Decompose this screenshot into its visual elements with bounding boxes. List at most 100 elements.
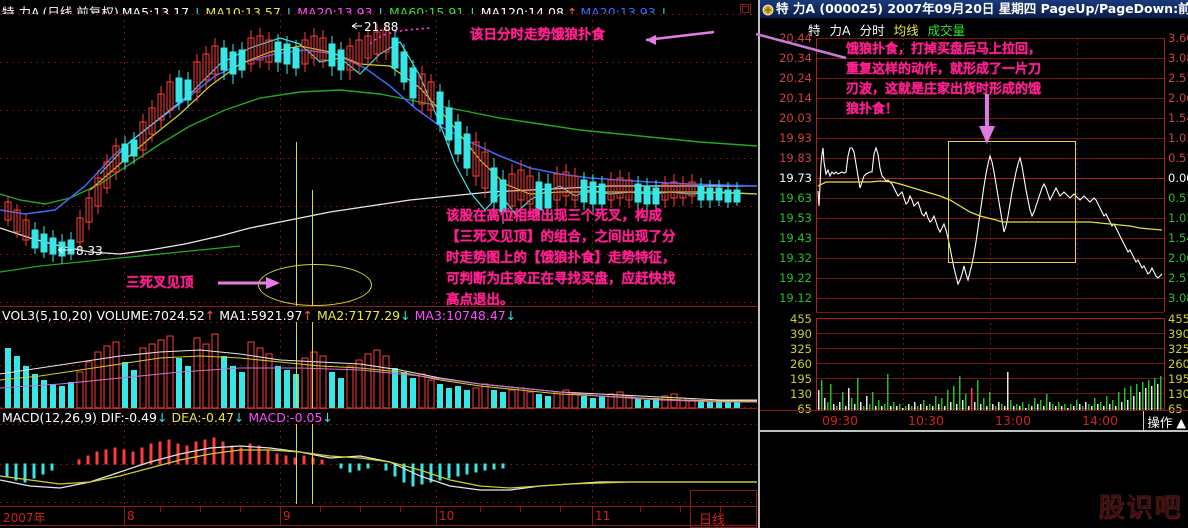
macd-pane[interactable]: [0, 424, 757, 504]
macd-value: MACD:-0.05: [248, 410, 323, 425]
intraday-price-line: [817, 146, 1163, 286]
annotation-line-4: 可判断为庄家正在寻找买盘，应赶快找: [446, 271, 676, 287]
ytick-vol-r-6: 65: [1168, 402, 1183, 416]
ytick-price-5: 19.93: [779, 131, 812, 145]
axis-tick-8: 8: [127, 509, 135, 523]
volume-cursor-line-2: [312, 322, 313, 408]
ma60-arrow-icon: ↓: [467, 5, 478, 20]
cursor-line-2: [312, 190, 313, 306]
ytick-pct-6: 0.51%: [1168, 151, 1188, 165]
ytick-pct-3: 2.06%: [1168, 91, 1188, 105]
macd-dea-arrow-icon: ↓: [233, 410, 245, 425]
ytick-vol-5: 130: [790, 387, 812, 401]
intraday-volume-chart[interactable]: 455 390 325 260 195 130 65 455 390 325 2…: [760, 312, 1188, 422]
vol-value: VOLUME:7024.52: [96, 308, 205, 323]
time-tick-0: 09:30: [822, 413, 859, 428]
macd-cursor-line-2: [312, 424, 313, 504]
intraday-price-chart[interactable]: 20.44 20.34 20.24 20.14 20.03 19.93 19.8…: [755, 31, 1188, 318]
vol-ma1-arrow-icon: ↑: [302, 308, 313, 323]
intraday-volume-bars: [818, 372, 1162, 410]
ytick-price-2: 20.24: [779, 71, 812, 85]
axis-tick-9: 9: [283, 509, 291, 523]
price-callout-low: 8.33: [76, 244, 103, 258]
macd-title: MACD(12,26,9): [2, 410, 97, 425]
annotation-ellipse-arrow-icon: [218, 277, 280, 289]
ytick-pct-8: 0.51%: [1168, 191, 1188, 205]
ytick-price-11: 19.32: [779, 251, 812, 265]
ytick-vol-r-1: 390: [1168, 327, 1188, 341]
intraday-panel[interactable]: 特 力A (000025) 2007年09月20日 星期四 PageUp/Pag…: [755, 0, 1188, 528]
axis-tick-2007: 2007年: [3, 511, 46, 525]
macd-arrow-icon: ↓: [322, 410, 333, 425]
ytick-price-9: 19.53: [779, 211, 812, 225]
intraday-mode-tab[interactable]: 分时: [859, 23, 885, 38]
intraday-titlebar: 特 力A (000025) 2007年09月20日 星期四 PageUp/Pag…: [760, 0, 1188, 18]
macd-dea: DEA:-0.47: [171, 410, 234, 425]
candlestick-series: [0, 22, 758, 273]
intraday-vol-tab[interactable]: 成交量: [927, 23, 966, 38]
ma120-arrow-icon: ↑: [566, 5, 578, 20]
intraday-annotation-line-3: 刃波，这就是庄家出货时形成的饿: [846, 82, 1042, 97]
price-callout-high: 21.88: [364, 20, 399, 34]
ytick-pct-1: 3.08%: [1168, 51, 1188, 65]
ytick-vol-4: 195: [790, 372, 812, 386]
ytick-pct-0: 3.60%: [1168, 31, 1188, 45]
intraday-annotation-block: 饿狼扑食，打掉买盘后马上拉回， 重复这样的动作，就形成了一片刀 刃波，这就是庄家…: [846, 40, 1096, 120]
ytick-price-4: 20.03: [779, 111, 812, 125]
ytick-price-7: 19.73: [779, 171, 812, 185]
annotation-top-arrow-icon: [645, 30, 715, 45]
volume-cursor-line-1: [296, 322, 297, 408]
volume-pane[interactable]: [0, 322, 757, 409]
ytick-price-8: 19.63: [779, 191, 812, 205]
candlestick-pane[interactable]: 21.88 8.33 该日分时走势饿狼扑食 该股在高位相继出现三个死叉，构成 【…: [0, 14, 758, 308]
ytick-vol-r-2: 325: [1168, 342, 1188, 356]
period-indicator-label: 日线: [699, 513, 726, 528]
time-tick-3: 14:00: [1082, 413, 1119, 428]
ytick-pct-13: 3.08%: [1168, 291, 1188, 305]
ytick-vol-r-5: 130: [1168, 387, 1188, 401]
intraday-name1: 特: [808, 23, 821, 38]
vol-ma2-arrow-icon: ↓: [400, 308, 411, 323]
ytick-vol-0: 455: [790, 312, 812, 326]
ytick-vol-3: 260: [790, 357, 812, 371]
ytick-price-10: 19.43: [779, 231, 812, 245]
annotation-line-5: 高点退出。: [446, 292, 514, 308]
operate-button[interactable]: 操作 ▲: [1147, 415, 1186, 430]
ma20b-arrow-icon: ↓: [658, 5, 670, 20]
ytick-vol-r-0: 455: [1168, 312, 1188, 326]
intraday-name2: 力A: [829, 23, 851, 38]
ytick-price-13: 19.12: [779, 291, 812, 305]
annotation-line-1: 该股在高位相继出现三个死叉，构成: [446, 208, 662, 224]
vol-ma3: MA3:10748.47: [414, 308, 506, 323]
intraday-subtitle-bar: 特力A 分时 均线 成交量: [760, 20, 1188, 38]
intraday-avg-tab[interactable]: 均线: [893, 23, 919, 38]
daily-chart-panel[interactable]: 特 力A (日线.前复权) MA5:13.17 ↓ MA10:13.57 ↓ MA20:13…: [0, 0, 758, 528]
intraday-annotation-line-4: 狼扑食！: [846, 102, 899, 117]
time-tick-1: 10:30: [908, 413, 945, 428]
date-axis[interactable]: 2007年 8 9 10 11: [0, 506, 757, 526]
app-logo-icon: [762, 1, 776, 19]
vol-ma1: MA1:5921.97: [219, 308, 303, 323]
macd-dif-arrow-icon: ↓: [157, 410, 168, 425]
watermark-logo: 股识吧: [1097, 493, 1182, 523]
ytick-pct-2: 2.57%: [1168, 71, 1188, 85]
annotation-line-2: 【三死叉见顶】的组合，之间出现了分: [446, 229, 676, 245]
annotation-main-block: 该股在高位相继出现三个死叉，构成 【三死叉见顶】的组合，之间出现了分 时走势图上…: [446, 206, 752, 311]
vol-ma2: MA2:7177.29: [316, 308, 401, 323]
ytick-vol-2: 325: [790, 342, 812, 356]
intraday-lower-blank: [760, 432, 1188, 528]
macd-indicator-label: MACD(12,26,9) DIF:-0.49↓ DEA:-0.47↓ MACD…: [2, 410, 333, 425]
macd-cursor-line-1: [296, 424, 297, 504]
annotation-ellipse-label: 三死叉见顶: [126, 275, 194, 291]
annotation-intraday-note: 该日分时走势饿狼扑食: [470, 27, 605, 43]
ytick-price-6: 19.83: [779, 151, 812, 165]
vol-title: VOL3(5,10,20): [2, 308, 93, 323]
ytick-vol-r-4: 195: [1168, 372, 1188, 386]
macd-dif: DIF:-0.49: [100, 410, 158, 425]
intraday-title-text: 特 力A (000025) 2007年09月20日 星期四 PageUp/Pag…: [776, 1, 1188, 16]
intraday-annotation-line-1: 饿狼扑食，打掉买盘后马上拉回，: [846, 42, 1042, 57]
highlight-ellipse: [258, 264, 372, 306]
intraday-time-axis[interactable]: 09:30 10:30 13:00 14:00 操作 ▲: [760, 410, 1188, 430]
ytick-price-1: 20.34: [779, 51, 812, 65]
ytick-vol-r-3: 260: [1168, 357, 1188, 371]
